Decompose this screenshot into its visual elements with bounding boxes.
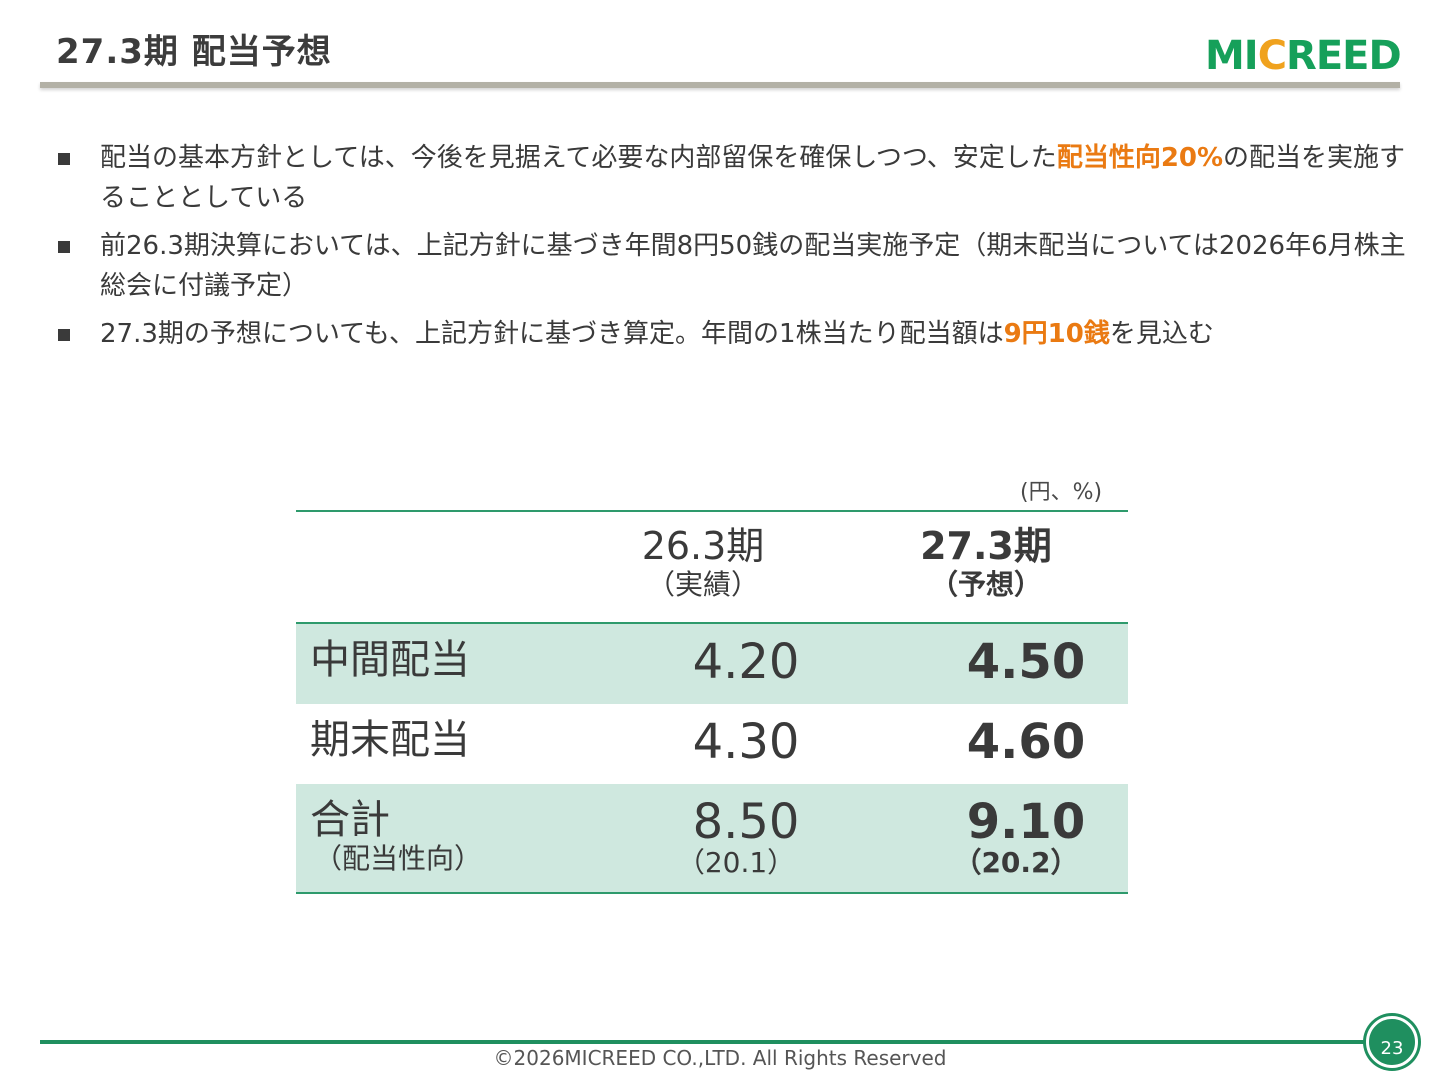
page-number: 23 bbox=[1380, 1038, 1404, 1059]
column-header-prev: 26.3期 （実績） bbox=[618, 524, 788, 602]
dividend-table: 26.3期 （実績） 27.3期 （予想） 中間配当 4.20 4.50 期末配… bbox=[296, 510, 1128, 894]
row-label-sub: （配当性向） bbox=[314, 842, 483, 875]
payout-ratio-prev: （20.1） bbox=[676, 846, 796, 879]
copyright-notice: ©2026MICREED CO.,LTD. All Rights Reserve… bbox=[493, 1046, 947, 1070]
bullet-highlight: 9円10銭 bbox=[1003, 319, 1110, 349]
value-curr: 9.10 bbox=[966, 794, 1086, 850]
bullet-item-forecast: 27.3期の予想についても、上記方針に基づき算定。年間の1株当たり配当額は9円1… bbox=[56, 314, 1406, 354]
row-label: 合計 bbox=[310, 797, 390, 843]
value-curr: 4.60 bbox=[966, 714, 1086, 770]
column-header-curr-type: （予想） bbox=[929, 568, 1042, 601]
bullet-square-icon bbox=[58, 153, 70, 165]
title-divider bbox=[40, 82, 1400, 88]
logo-text-part-2: C bbox=[1257, 33, 1287, 79]
table-header: 26.3期 （実績） 27.3期 （予想） bbox=[296, 510, 1128, 624]
bullet-square-icon bbox=[58, 329, 70, 341]
column-header-prev-period: 26.3期 bbox=[641, 524, 765, 568]
page-number-badge: 23 bbox=[1366, 1016, 1418, 1068]
value-prev: 4.30 bbox=[692, 714, 800, 770]
table-row-interim: 中間配当 4.20 4.50 bbox=[296, 624, 1128, 704]
logo-text-part-1: MI bbox=[1205, 33, 1259, 79]
bullet-highlight: 配当性向20% bbox=[1056, 143, 1224, 173]
value-prev: 4.20 bbox=[692, 634, 800, 690]
bullet-list: 配当の基本方針としては、今後を見据えて必要な内部留保を確保しつつ、安定した配当性… bbox=[56, 138, 1406, 362]
column-header-curr-period: 27.3期 bbox=[920, 524, 1052, 568]
company-logo: MICREED bbox=[1205, 32, 1402, 80]
table-row-year-end: 期末配当 4.30 4.60 bbox=[296, 704, 1128, 784]
bullet-item-dividend-policy: 配当の基本方針としては、今後を見据えて必要な内部留保を確保しつつ、安定した配当性… bbox=[56, 138, 1406, 218]
value-prev: 8.50 bbox=[692, 794, 800, 850]
footer-divider bbox=[40, 1040, 1370, 1044]
bullet-item-previous-year: 前26.3期決算においては、上記方針に基づき年間8円50銭の配当実施予定（期末配… bbox=[56, 226, 1406, 306]
bullet-text: 前26.3期決算においては、上記方針に基づき年間8円50銭の配当実施予定（期末配… bbox=[100, 231, 1406, 301]
row-label: 中間配当 bbox=[310, 637, 470, 683]
bullet-text: 27.3期の予想についても、上記方針に基づき算定。年間の1株当たり配当額は bbox=[100, 319, 1004, 349]
bullet-text-tail: の配当を実施することとしている bbox=[100, 143, 1406, 213]
logo-text-part-3: REED bbox=[1286, 33, 1402, 79]
table-row-total: 合計 （配当性向） 8.50 （20.1） 9.10 （20.2） bbox=[296, 784, 1128, 894]
value-curr: 4.50 bbox=[966, 634, 1086, 690]
bullet-text-tail: を見込む bbox=[1109, 319, 1214, 349]
column-header-prev-type: （実績） bbox=[646, 568, 759, 601]
bullet-square-icon bbox=[58, 241, 70, 253]
payout-ratio-curr: （20.2） bbox=[953, 846, 1079, 879]
column-header-curr: 27.3期 （予想） bbox=[896, 524, 1076, 602]
bullet-text: 配当の基本方針としては、今後を見据えて必要な内部留保を確保しつつ、安定した bbox=[100, 143, 1057, 173]
table-unit-note: (円、%) bbox=[1020, 480, 1103, 505]
row-label: 期末配当 bbox=[310, 717, 470, 763]
page-title: 27.3期 配当予想 bbox=[56, 32, 332, 72]
